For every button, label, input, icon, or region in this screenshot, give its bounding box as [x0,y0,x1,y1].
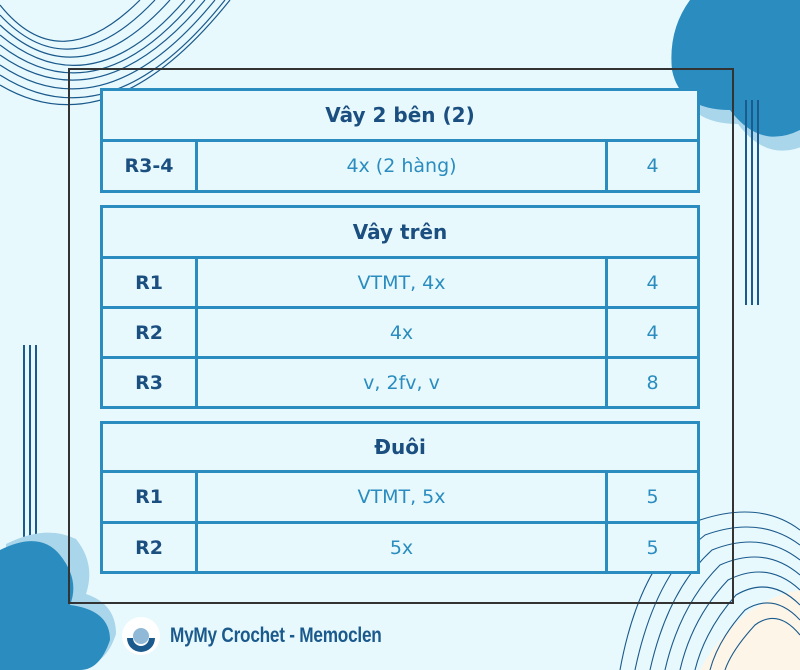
round-cell: R3 [100,356,198,409]
count-cell: 4 [605,306,700,359]
instruction-cell: VTMT, 5x [195,470,608,524]
table-title: Vây trên [100,205,700,259]
table-title: Đuôi [100,421,700,473]
brand-logo [122,617,160,655]
brand-name: MyMy Crochet - Memoclen [170,624,382,647]
table-row: R1 VTMT, 4x 4 [100,256,700,309]
footer: MyMy Crochet - Memoclen [122,617,428,655]
instruction-cell: VTMT, 4x [195,256,608,309]
table-title: Vây 2 bên (2) [100,88,700,142]
count-cell: 8 [605,356,700,409]
round-cell: R1 [100,256,198,309]
vertical-lines-right [745,100,759,305]
count-cell: 4 [605,256,700,309]
table-row: R1 VTMT, 5x 5 [100,470,700,524]
table-row: R3-4 4x (2 hàng) 4 [100,139,700,193]
table-row: R2 5x 5 [100,521,700,574]
round-cell: R1 [100,470,198,524]
count-cell: 5 [605,521,700,574]
instruction-cell: 4x (2 hàng) [195,139,608,193]
table-vay-2-ben: Vây 2 bên (2) R3-4 4x (2 hàng) 4 [100,88,700,193]
blob-bottom-left [0,541,110,670]
content-frame [68,68,734,604]
round-cell: R3-4 [100,139,198,193]
instruction-cell: 4x [195,306,608,359]
table-row: R2 4x 4 [100,306,700,359]
round-cell: R2 [100,306,198,359]
table-duoi: Đuôi R1 VTMT, 5x 5 R2 5x 5 [100,421,700,574]
round-cell: R2 [100,521,198,574]
vertical-lines-left [23,345,37,545]
instruction-cell: v, 2fv, v [195,356,608,409]
blob-top-right [671,0,800,137]
count-cell: 4 [605,139,700,193]
instruction-cell: 5x [195,521,608,574]
count-cell: 5 [605,470,700,524]
table-vay-tren: Vây trên R1 VTMT, 4x 4 R2 4x 4 R3 v, 2fv… [100,205,700,409]
table-row: R3 v, 2fv, v 8 [100,356,700,409]
